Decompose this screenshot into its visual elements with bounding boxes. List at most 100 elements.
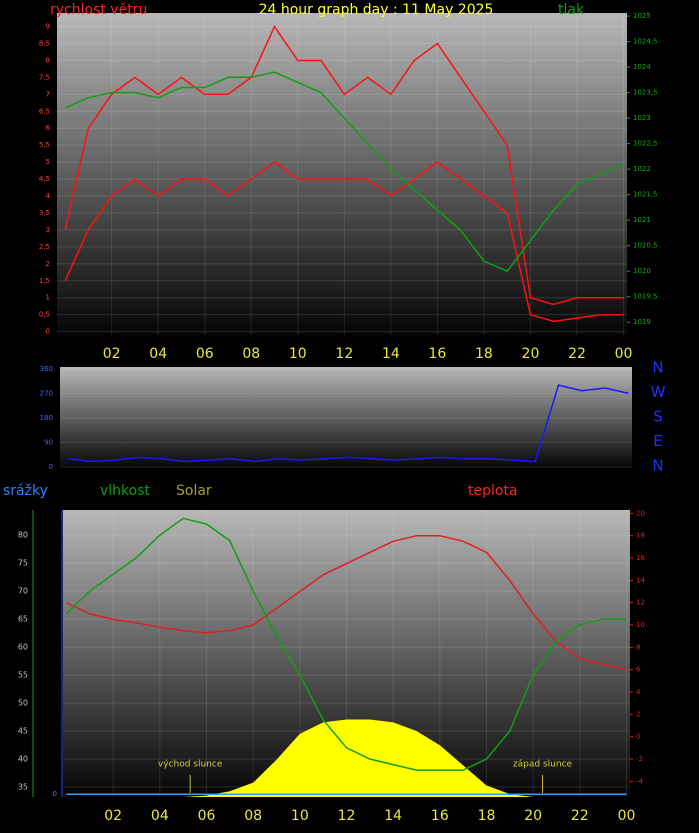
compass-label: N <box>652 457 663 475</box>
y2-tick-label: 1022,5 <box>633 140 658 148</box>
x-tick-label: 14 <box>382 346 400 362</box>
y-tick-label: 180 <box>40 414 53 422</box>
axis-label: Solar <box>176 483 212 499</box>
y-tick-label: 5 <box>46 158 50 166</box>
y2-tick-label: 1024,5 <box>633 38 658 46</box>
y-tick-label: 0,5 <box>39 311 50 319</box>
y-tick-label: 360 <box>40 365 53 373</box>
chart-title: 24 hour graph day : 11 May 2025 <box>259 2 494 18</box>
y-tick-label: 1,5 <box>39 277 50 285</box>
axis-label: rychlost větru <box>50 2 147 18</box>
y2-tick-label: 8 <box>636 643 640 651</box>
y-tick-label: 80 <box>18 531 28 540</box>
x-tick-label: 12 <box>338 808 356 824</box>
y-tick-label: 2 <box>46 260 50 268</box>
y-tick-label: 70 <box>18 587 28 596</box>
x-tick-label: 20 <box>522 346 540 362</box>
y-tick-label: 0 <box>49 463 53 471</box>
y-tick-label: 45 <box>18 726 28 735</box>
compass-label: N <box>652 359 663 377</box>
annotation: západ slunce <box>513 760 573 770</box>
y-tick-label: 3,5 <box>39 209 50 217</box>
compass-label: S <box>653 408 663 426</box>
y2-tick-label: 1025 <box>633 12 651 20</box>
y2-tick-label: 1021,5 <box>633 191 658 199</box>
compass-label: W <box>651 383 666 401</box>
x-tick-label: 00 <box>618 808 636 824</box>
x-tick-label: 16 <box>431 808 449 824</box>
series-line <box>66 534 627 671</box>
compass-label: E <box>653 432 662 450</box>
y2-tick-label: 1019,5 <box>633 293 658 301</box>
x-tick-label: 10 <box>291 808 309 824</box>
y-tick-label: 6 <box>46 124 51 132</box>
y2-tick-label: 20 <box>636 509 645 517</box>
x-tick-label: 22 <box>568 346 586 362</box>
y-tick-label: 75 <box>18 559 28 568</box>
series-line <box>68 384 629 463</box>
plot-area <box>57 13 627 335</box>
y-tick-label: 40 <box>18 754 28 763</box>
y-tick-label: 2,5 <box>39 243 50 251</box>
x-tick-label: 18 <box>475 346 493 362</box>
x-tick-label: 16 <box>428 346 446 362</box>
series-line <box>64 161 624 323</box>
y-tick-label: 8,5 <box>39 40 50 48</box>
series-line <box>64 25 624 306</box>
y2-tick-label: 1023,5 <box>633 89 658 97</box>
axis-label: vlhkost <box>100 483 151 499</box>
y2-tick-label: 1024 <box>633 63 651 71</box>
y-tick-label: 7,5 <box>39 73 50 81</box>
x-tick-label: 14 <box>384 808 402 824</box>
y-tick-label: 7 <box>46 90 50 98</box>
y2-tick-label: 2 <box>636 710 640 718</box>
axis-label: srážky <box>3 483 48 499</box>
y-tick-label: 1 <box>46 294 50 302</box>
y2-tick-label: 4 <box>636 688 641 696</box>
y-tick-label: 60 <box>18 643 28 652</box>
y2-tick-label: 16 <box>636 554 645 562</box>
y-tick-label: 65 <box>18 615 28 624</box>
y2-tick-label: 6 <box>636 666 641 674</box>
y2-tick-label: 1020 <box>633 267 651 275</box>
x-tick-label: 02 <box>103 346 121 362</box>
x-tick-label: 00 <box>615 346 633 362</box>
x-tick-label: 10 <box>289 346 307 362</box>
y-tick-label: 50 <box>18 699 28 708</box>
y2-tick-label: 18 <box>636 532 645 540</box>
y2-tick-label: 10 <box>636 621 645 629</box>
y-tick-label: 6,5 <box>39 107 50 115</box>
y-tick-label: 8 <box>46 56 50 64</box>
y2-tick-label: 0 <box>636 733 640 741</box>
y2-tick-label: 1023 <box>633 114 651 122</box>
plot-area <box>60 367 632 468</box>
x-tick-label: 06 <box>198 808 216 824</box>
y2-tick-label: 1022 <box>633 165 651 173</box>
x-tick-label: 08 <box>244 808 262 824</box>
y2-tick-label: 12 <box>636 599 645 607</box>
y-tick-label: 5,5 <box>39 141 50 149</box>
rain-tick-label: 0 <box>53 790 57 798</box>
x-tick-label: 22 <box>571 808 589 824</box>
x-tick-label: 12 <box>335 346 353 362</box>
axis-label: tlak <box>558 2 585 18</box>
annotation: východ slunce <box>158 760 223 770</box>
y2-tick-label: 14 <box>636 576 645 584</box>
y2-tick-label: -4 <box>636 777 644 785</box>
y-tick-label: 9 <box>46 23 50 31</box>
series-line <box>64 71 624 273</box>
y-tick-label: 4,5 <box>39 175 50 183</box>
y-tick-label: 35 <box>18 782 28 791</box>
y2-tick-label: -2 <box>636 755 643 763</box>
y2-tick-label: 1019 <box>633 318 651 326</box>
x-tick-label: 02 <box>104 808 122 824</box>
y-tick-label: 55 <box>18 671 28 680</box>
y-tick-label: 270 <box>40 389 53 397</box>
y-tick-label: 0 <box>46 328 50 336</box>
axis-label: teplota <box>468 483 518 499</box>
x-tick-label: 08 <box>242 346 260 362</box>
y-tick-label: 4 <box>46 192 51 200</box>
y2-tick-label: 1021 <box>633 216 651 224</box>
x-tick-label: 04 <box>149 346 167 362</box>
